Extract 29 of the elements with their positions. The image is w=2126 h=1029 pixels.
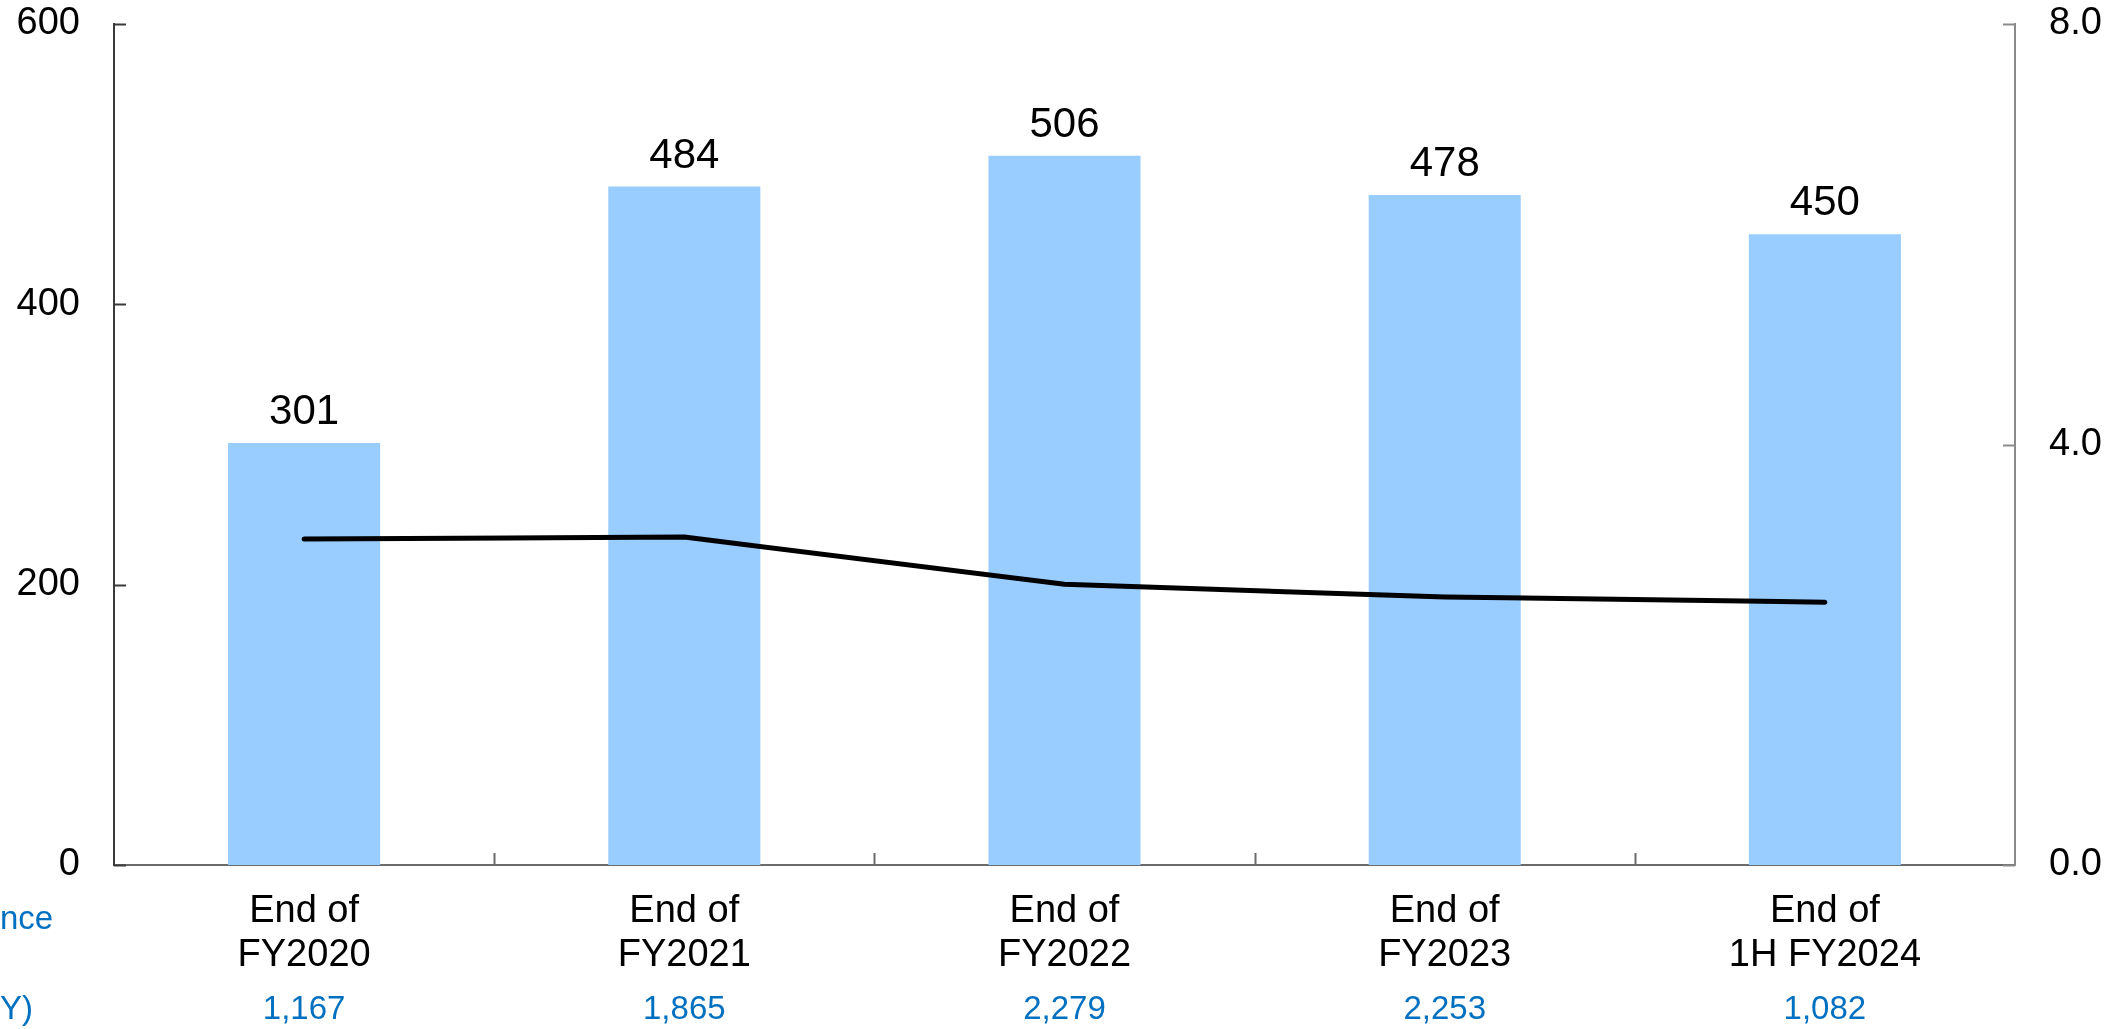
y-tick-label: 400	[16, 280, 80, 323]
text: Y)	[0, 989, 33, 1026]
data-label: 478	[1409, 138, 1480, 185]
text: 1,082	[1783, 989, 1867, 1026]
y2-tick-label: 0.0	[2049, 841, 2102, 884]
y2-tick-label: 8.0	[2049, 0, 2102, 43]
bar	[988, 155, 1141, 865]
bar	[1748, 234, 1901, 865]
x-tick-label: End of FY2023	[1378, 887, 1512, 974]
y2-tick-label: 4.0	[2049, 420, 2102, 463]
data-label: 506	[1029, 98, 1100, 146]
x-tick-label: End of FY2020	[237, 887, 371, 974]
text: 2,279	[1023, 989, 1106, 1026]
x-tick-label: End of FY2021	[617, 887, 751, 974]
bar	[228, 443, 381, 865]
data-label: 301	[269, 386, 340, 434]
text: 1,865	[643, 989, 726, 1026]
y-tick-label: 0	[58, 841, 80, 884]
x-tick-label: End of 1H FY2024	[1728, 887, 1922, 974]
bar	[1368, 195, 1521, 865]
y-tick-label: 600	[16, 0, 80, 43]
text: 1,167	[262, 989, 346, 1026]
x-tick-label: End of FY2022	[997, 887, 1132, 974]
text: 2,253	[1403, 989, 1486, 1026]
data-label: 450	[1789, 177, 1860, 225]
data-label: 484	[649, 129, 720, 177]
y-tick-label: 200	[16, 561, 80, 604]
text: nce	[0, 899, 54, 936]
bar	[608, 186, 761, 865]
